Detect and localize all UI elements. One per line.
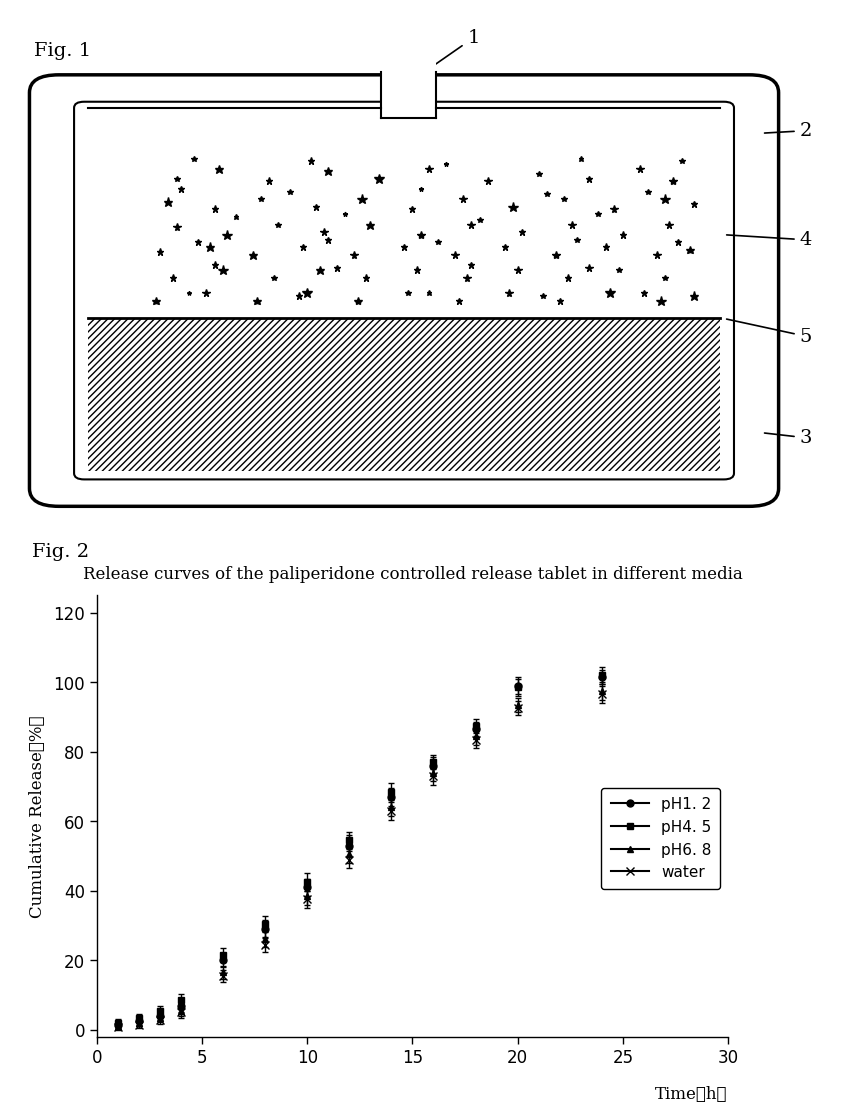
Text: Fig. 1: Fig. 1 xyxy=(34,42,91,61)
Text: 4: 4 xyxy=(726,232,812,249)
Text: Time（h）: Time（h） xyxy=(654,1085,727,1102)
Legend: pH1. 2, pH4. 5, pH6. 8, water: pH1. 2, pH4. 5, pH6. 8, water xyxy=(600,788,720,889)
Text: 1: 1 xyxy=(419,30,479,76)
Bar xyxy=(380,57,436,121)
FancyBboxPatch shape xyxy=(29,75,778,506)
FancyBboxPatch shape xyxy=(74,103,733,480)
Text: 5: 5 xyxy=(726,320,812,345)
Text: Fig. 2: Fig. 2 xyxy=(32,543,89,560)
Text: 3: 3 xyxy=(764,429,812,447)
Text: 2: 2 xyxy=(764,122,812,140)
Bar xyxy=(88,116,719,319)
Title: Release curves of the paliperidone controlled release tablet in different media: Release curves of the paliperidone contr… xyxy=(82,566,742,583)
Y-axis label: Cumulative Release（%）: Cumulative Release（%） xyxy=(29,715,46,918)
Bar xyxy=(88,319,719,471)
